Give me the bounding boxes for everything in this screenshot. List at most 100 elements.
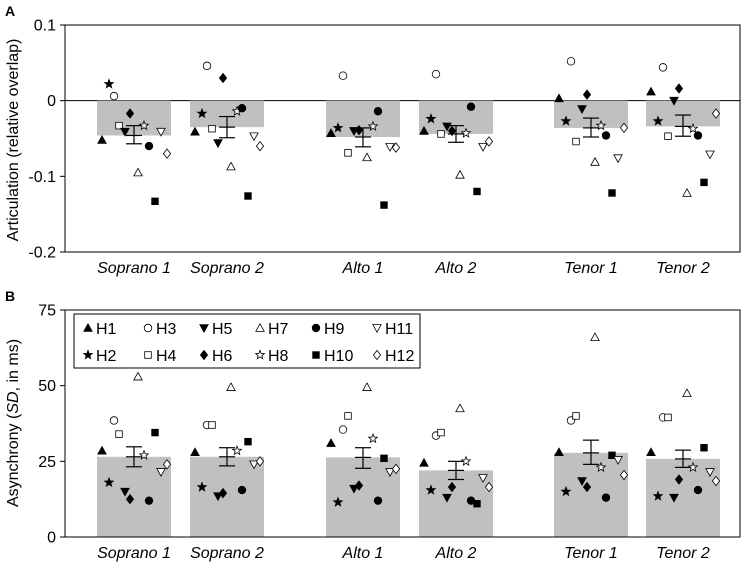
point-b-H9-4 bbox=[601, 493, 611, 502]
legend-marker-h12 bbox=[372, 349, 382, 361]
point-a-H7-5 bbox=[682, 187, 692, 197]
legend-label-h4: H4 bbox=[156, 348, 177, 365]
point-a-H9-1 bbox=[237, 104, 247, 113]
error-bar-b-4 bbox=[583, 439, 599, 465]
point-b-H12-5 bbox=[711, 475, 721, 487]
legend-label-h5: H5 bbox=[212, 321, 233, 338]
legend-item-h3: H3 bbox=[143, 321, 177, 338]
error-bar-a-0 bbox=[126, 125, 142, 145]
panel-b-y-axis-label: Asynchrony (SD, in ms) bbox=[5, 339, 22, 507]
panel-b-ylabel-suffix: , in ms) bbox=[5, 339, 22, 391]
point-a-H7-1 bbox=[226, 161, 236, 171]
point-a-H4-2 bbox=[344, 149, 352, 157]
point-a-H1-1 bbox=[190, 126, 200, 136]
point-a-H9-2 bbox=[373, 107, 383, 116]
error-bar-a-1 bbox=[219, 115, 235, 139]
point-a-H9-0 bbox=[144, 141, 154, 151]
point-b-H11-1 bbox=[249, 460, 259, 470]
point-b-H5-4 bbox=[577, 477, 587, 487]
error-bar-a-2 bbox=[355, 127, 371, 148]
point-a-H12-2 bbox=[391, 142, 401, 153]
point-b-H1-2 bbox=[326, 438, 336, 447]
point-a-H5-0 bbox=[120, 127, 130, 137]
y-tick-label-b-3: 75 bbox=[38, 303, 56, 320]
legend-marker-h6 bbox=[199, 349, 209, 361]
point-b-H1-0 bbox=[97, 445, 107, 455]
point-b-H7-1 bbox=[226, 382, 236, 391]
point-a-H4-3 bbox=[437, 130, 445, 138]
error-bar-b-3 bbox=[448, 460, 464, 481]
point-b-H12-0 bbox=[162, 459, 172, 470]
legend-item-h2: H2 bbox=[82, 348, 117, 365]
legend-item-h10: H10 bbox=[312, 348, 353, 365]
point-a-H8-0 bbox=[138, 119, 150, 131]
point-a-H4-5 bbox=[664, 132, 672, 140]
point-a-H7-4 bbox=[590, 156, 600, 166]
error-bar-a-4 bbox=[583, 117, 599, 138]
point-b-H6-2 bbox=[354, 480, 364, 491]
y-tick-label-a-0: 0.1 bbox=[34, 18, 56, 35]
point-b-H2-0 bbox=[103, 476, 115, 488]
point-b-H11-3 bbox=[478, 474, 488, 484]
error-bar-b-5 bbox=[675, 449, 691, 468]
point-a-H9-5 bbox=[693, 131, 703, 140]
legend-item-h12: H12 bbox=[372, 348, 414, 365]
y-tick-label-b-1: 25 bbox=[38, 454, 56, 471]
legend-label-h10: H10 bbox=[324, 348, 353, 365]
point-b-H7-2 bbox=[362, 382, 372, 391]
point-a-H12-5 bbox=[711, 108, 721, 119]
point-a-H7-3 bbox=[455, 169, 465, 179]
point-a-H3-1 bbox=[202, 61, 212, 71]
panel-b-plot-frame bbox=[64, 309, 741, 538]
legend-label-h12: H12 bbox=[385, 348, 414, 365]
point-b-H8-4 bbox=[595, 461, 607, 473]
category-label-b-2: Alto 1 bbox=[342, 545, 384, 562]
legend-label-h3: H3 bbox=[156, 321, 177, 338]
point-a-H9-4 bbox=[601, 131, 611, 140]
point-a-H1-5 bbox=[646, 86, 656, 96]
point-a-H2-5 bbox=[652, 115, 664, 126]
point-b-H5-5 bbox=[669, 493, 679, 503]
legend-item-h4: H4 bbox=[144, 348, 177, 365]
point-a-H9-3 bbox=[466, 102, 476, 111]
legend-item-h7: H7 bbox=[255, 321, 289, 338]
point-a-H11-4 bbox=[613, 154, 623, 164]
point-a-H3-4 bbox=[566, 57, 576, 66]
panel-b-label: B bbox=[5, 288, 15, 304]
point-b-H11-5 bbox=[705, 468, 715, 477]
point-a-H8-4 bbox=[595, 119, 607, 131]
point-b-H4-5 bbox=[664, 413, 672, 422]
point-b-H11-2 bbox=[385, 468, 395, 477]
point-b-H12-3 bbox=[484, 481, 494, 493]
category-label-b-0: Soprano 1 bbox=[97, 545, 171, 562]
error-bar-a-5 bbox=[675, 114, 691, 137]
point-b-H10-3 bbox=[473, 500, 481, 508]
point-b-H6-1 bbox=[218, 487, 228, 499]
point-a-H12-3 bbox=[484, 136, 494, 147]
point-a-H3-5 bbox=[658, 63, 668, 72]
point-b-H8-1 bbox=[231, 445, 243, 456]
point-b-H7-3 bbox=[455, 403, 465, 413]
point-b-H5-2 bbox=[349, 484, 359, 494]
point-b-H2-2 bbox=[332, 496, 344, 507]
legend-item-h1: H1 bbox=[83, 321, 117, 338]
point-b-H9-2 bbox=[373, 496, 383, 505]
point-b-H11-0 bbox=[156, 468, 166, 477]
legend-label-h9: H9 bbox=[324, 321, 345, 338]
panel-a-y-axis-label: Articulation (relative overlap) bbox=[5, 39, 22, 242]
category-label-a-5: Tenor 2 bbox=[656, 260, 710, 277]
legend-item-h11: H11 bbox=[372, 321, 413, 338]
point-b-H7-0 bbox=[133, 371, 143, 381]
category-label-b-5: Tenor 2 bbox=[656, 545, 710, 562]
legend-item-h9: H9 bbox=[311, 321, 345, 338]
legend-label-h7: H7 bbox=[268, 321, 289, 338]
legend-label-h11: H11 bbox=[385, 321, 413, 338]
panel-a-label: A bbox=[5, 3, 15, 19]
point-a-H2-0 bbox=[103, 78, 115, 89]
point-a-H10-0 bbox=[151, 197, 159, 206]
point-b-H3-0 bbox=[109, 416, 119, 425]
point-a-H2-4 bbox=[560, 115, 572, 126]
point-a-H12-1 bbox=[255, 140, 265, 152]
category-label-a-0: Soprano 1 bbox=[97, 260, 171, 277]
error-bar-b-0 bbox=[126, 446, 142, 468]
